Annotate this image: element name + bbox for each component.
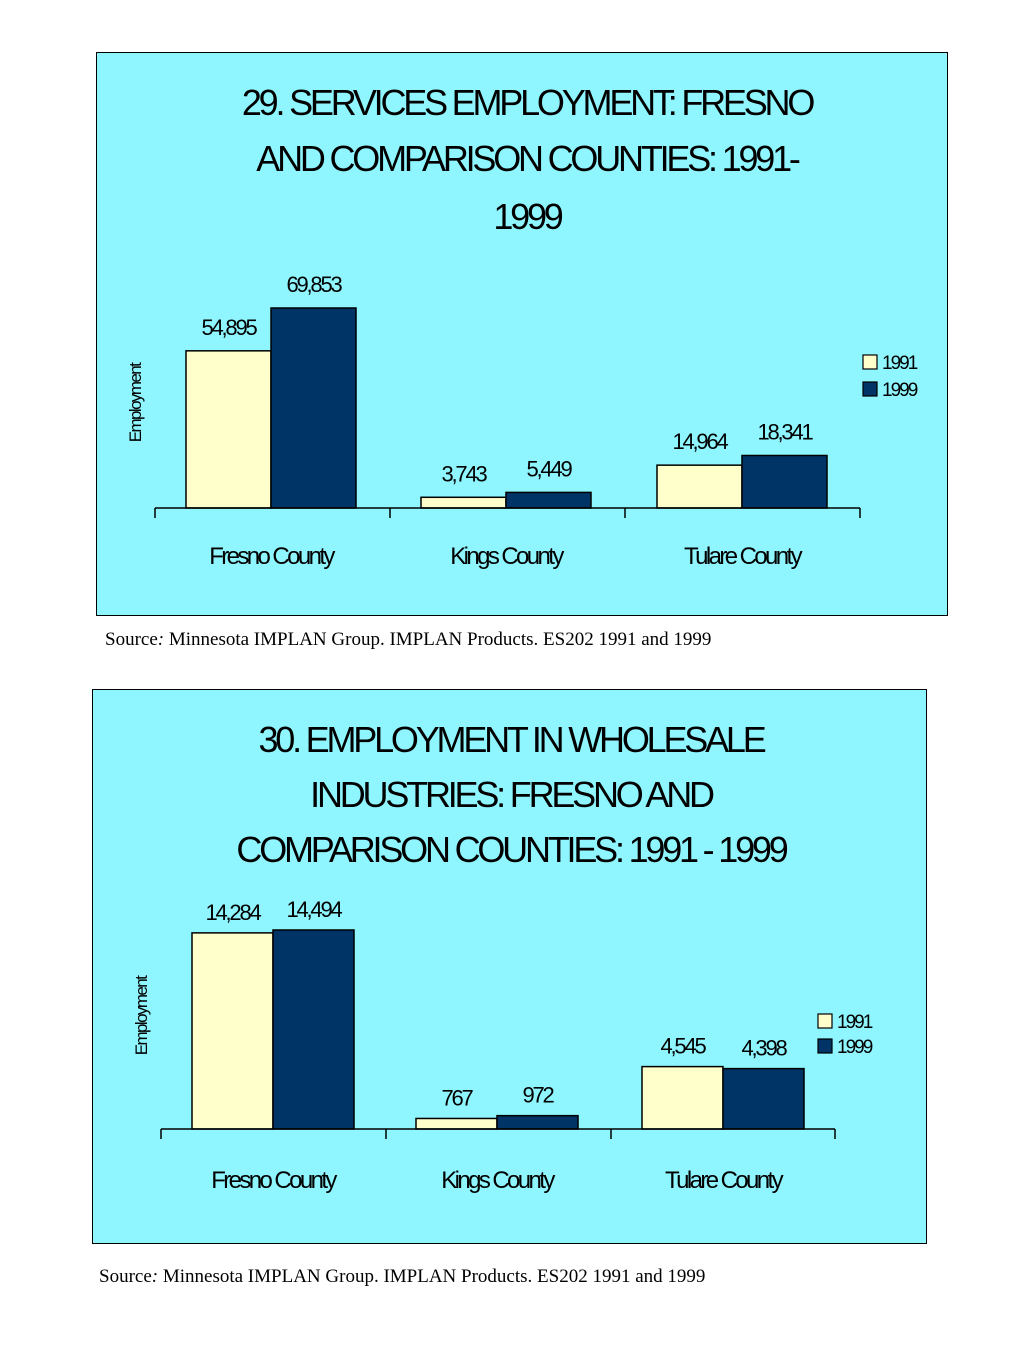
source-text: Minnesota IMPLAN Group. IMPLAN Products.… [158, 1266, 706, 1287]
category-label: Kings County [441, 1167, 555, 1194]
data-label: 5,449 [526, 456, 572, 481]
source-note-chart-29: Source: Minnesota IMPLAN Group. IMPLAN P… [105, 629, 711, 651]
data-label: 972 [522, 1083, 554, 1108]
source-separator: : [157, 629, 165, 650]
bar-1999-kings-county [496, 1114, 579, 1130]
data-label: 69,853 [286, 272, 342, 297]
bar-1991-kings-county [415, 1117, 498, 1130]
data-label: 4,398 [741, 1036, 787, 1061]
category-label: Tulare County [684, 543, 803, 570]
chart-title-line: 30. EMPLOYMENT IN WHOLESALE [258, 719, 765, 760]
source-label: Source [105, 629, 158, 650]
data-label: 14,494 [286, 897, 342, 922]
category-label: Fresno County [211, 1167, 337, 1194]
bar-1991-fresno-county [185, 350, 272, 509]
y-axis-label: Employment [126, 362, 145, 442]
chart-title-line: INDUSTRIES: FRESNO AND [310, 774, 714, 815]
chart-title-line: COMPARISON COUNTIES: 1991 - 1999 [236, 829, 787, 870]
source-label: Source [99, 1266, 152, 1287]
chart-title-line: AND COMPARISON COUNTIES: 1991- [256, 138, 800, 179]
data-label: 3,743 [441, 461, 487, 486]
bar-1991-fresno-county [191, 932, 274, 1130]
legend-label-1991: 1991 [882, 353, 918, 374]
wholesale-employment-chart: 30. EMPLOYMENT IN WHOLESALE INDUSTRIES: F… [132, 719, 875, 1194]
legend-label-1991: 1991 [837, 1012, 873, 1033]
bar-1999-tulare-county [741, 454, 828, 509]
legend-label-1999: 1999 [837, 1037, 873, 1058]
data-label: 54,895 [201, 315, 257, 340]
chart-title-line: 1999 [493, 196, 562, 237]
source-note-chart-30: Source: Minnesota IMPLAN Group. IMPLAN P… [99, 1266, 705, 1288]
bar-1999-tulare-county [722, 1067, 805, 1130]
y-axis-label: Employment [132, 975, 151, 1055]
data-label: 18,341 [757, 419, 813, 444]
bar-1991-tulare-county [656, 464, 743, 509]
data-label: 14,284 [205, 900, 261, 925]
bar-1991-kings-county [420, 496, 507, 509]
data-label: 14,964 [672, 429, 728, 454]
legend-label-1999: 1999 [882, 380, 918, 401]
category-label: Tulare County [665, 1167, 784, 1194]
legend-swatch-1999 [817, 1038, 833, 1054]
bar-1999-kings-county [505, 491, 592, 509]
legend-swatch-1999 [862, 381, 878, 397]
data-label: 767 [441, 1085, 473, 1110]
services-employment-chart: 29. SERVICES EMPLOYMENT: FRESNO AND COMPA… [126, 82, 920, 570]
category-label: Fresno County [209, 543, 335, 570]
source-text: Minnesota IMPLAN Group. IMPLAN Products.… [164, 629, 712, 650]
data-label: 4,545 [660, 1034, 706, 1059]
legend-swatch-1991 [862, 354, 878, 370]
legend-swatch-1991 [817, 1013, 833, 1029]
bar-1991-tulare-county [641, 1065, 724, 1130]
bar-1999-fresno-county [272, 929, 355, 1130]
bar-1999-fresno-county [270, 307, 357, 509]
chart-title-line: 29. SERVICES EMPLOYMENT: FRESNO [242, 82, 815, 123]
chart-panel-wholesale-employment: 30. EMPLOYMENT IN WHOLESALE INDUSTRIES: F… [92, 689, 927, 1244]
source-separator: : [151, 1266, 159, 1287]
chart-panel-services-employment: 29. SERVICES EMPLOYMENT: FRESNO AND COMPA… [96, 52, 948, 616]
category-label: Kings County [450, 543, 564, 570]
